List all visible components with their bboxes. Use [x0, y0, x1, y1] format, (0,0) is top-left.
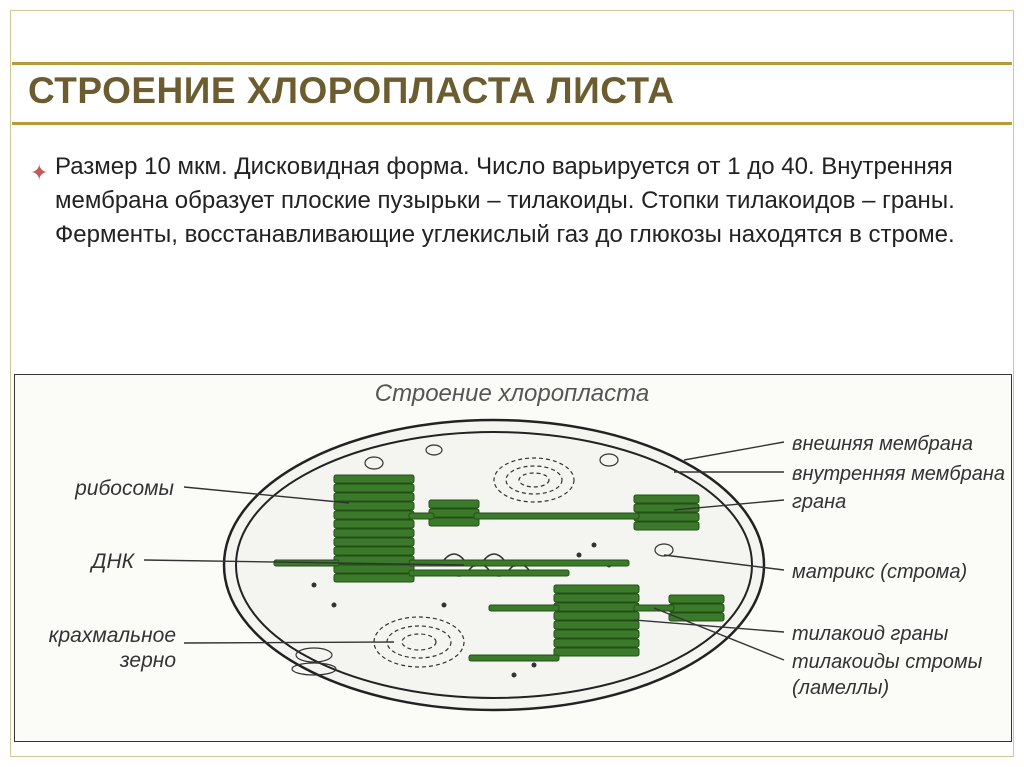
label-thylakoid-stroma: тилакоиды стромы	[792, 651, 983, 673]
label-ribosomes: рибосомы	[74, 477, 174, 500]
label-matrix: матрикс (строма)	[792, 561, 967, 583]
label-inner-membrane: внутренняя мембрана	[792, 463, 1005, 485]
label-starch2: зерно	[119, 649, 176, 672]
bullet-icon: ✦	[30, 160, 48, 186]
body-paragraph: Размер 10 мкм. Дисковидная форма. Число …	[55, 150, 984, 252]
label-grana: грана	[792, 491, 846, 513]
label-dna: ДНК	[90, 550, 136, 573]
title-stripe-bottom	[12, 122, 1012, 125]
label-outer-membrane: внешняя мембрана	[792, 433, 973, 455]
label-lamellae: (ламеллы)	[792, 677, 889, 699]
diagram-title: Строение хлоропласта	[0, 380, 1024, 408]
title-stripe-top	[12, 62, 1012, 65]
page-title: СТРОЕНИЕ ХЛОРОПЛАСТА ЛИСТА	[28, 70, 674, 112]
label-starch1: крахмальное	[49, 624, 176, 647]
label-thylakoid-grana: тилакоид граны	[792, 623, 949, 645]
chloroplast-diagram: рибосомы ДНК крахмальное зерно внешняя м…	[14, 405, 1012, 740]
